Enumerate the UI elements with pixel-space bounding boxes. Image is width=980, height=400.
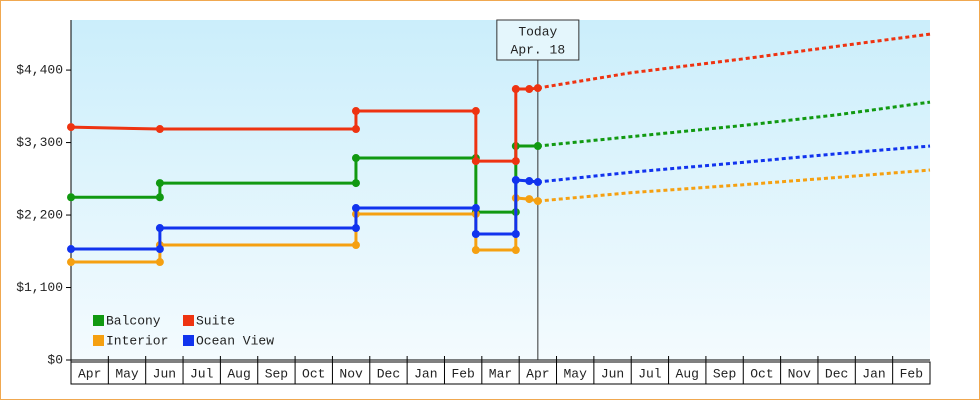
point xyxy=(525,177,534,186)
y-tick-label: $1,100 xyxy=(16,280,63,295)
y-tick-label: $2,200 xyxy=(16,207,63,222)
point xyxy=(67,123,75,132)
x-tick-label: Jul xyxy=(638,366,662,381)
point xyxy=(351,241,360,250)
forecast-line xyxy=(537,168,931,203)
plot-area xyxy=(71,20,930,360)
point xyxy=(471,157,480,166)
x-tick-label: May xyxy=(563,366,587,381)
point xyxy=(155,245,164,254)
x-tick-label: Sep xyxy=(265,366,288,381)
x-tick-label: Jan xyxy=(862,366,885,381)
point xyxy=(351,107,360,116)
point xyxy=(511,85,520,94)
x-tick-label: Oct xyxy=(302,366,325,381)
point xyxy=(155,179,164,188)
point xyxy=(471,107,480,116)
legend-label: Balcony xyxy=(106,313,161,328)
series-line xyxy=(70,86,539,163)
point xyxy=(511,176,520,185)
today-label: Today xyxy=(518,24,557,39)
point xyxy=(67,245,75,254)
point xyxy=(155,224,164,233)
y-tick-label: $3,300 xyxy=(16,135,63,150)
y-tick-label: $0 xyxy=(47,352,63,367)
point xyxy=(351,125,360,134)
x-tick-label: Nov xyxy=(339,366,363,381)
point xyxy=(533,197,542,206)
point xyxy=(533,84,542,93)
x-tick-label: Jan xyxy=(414,366,437,381)
today-box xyxy=(496,19,580,61)
legend-label: Suite xyxy=(196,313,235,328)
legend-swatch xyxy=(93,335,104,346)
point xyxy=(351,224,360,233)
legend-swatch xyxy=(183,335,194,346)
point xyxy=(511,157,520,166)
point xyxy=(155,125,164,134)
point xyxy=(67,193,75,202)
legend-label: Ocean View xyxy=(196,333,274,348)
legend-label: Interior xyxy=(106,333,168,348)
forecast-line xyxy=(537,32,931,90)
x-tick-label: Jun xyxy=(153,366,176,381)
x-tick-label: Dec xyxy=(377,366,400,381)
x-tick-label: Sep xyxy=(713,366,736,381)
x-tick-label: Feb xyxy=(900,366,923,381)
point xyxy=(471,230,480,239)
point xyxy=(525,195,534,204)
x-tick-label: Apr xyxy=(526,366,549,381)
point xyxy=(533,178,542,187)
x-tick-label: Dec xyxy=(825,366,848,381)
x-tick-label: Mar xyxy=(489,366,512,381)
point xyxy=(511,230,520,239)
forecast-line xyxy=(537,100,931,148)
point xyxy=(525,85,534,94)
x-tick-label: May xyxy=(115,366,139,381)
forecast-line xyxy=(537,144,931,184)
today-date: Apr. 18 xyxy=(511,42,566,57)
x-tick-label: Oct xyxy=(750,366,773,381)
point xyxy=(351,204,360,213)
x-tick-label: Aug xyxy=(676,366,699,381)
x-tick-label: Apr xyxy=(78,366,101,381)
point xyxy=(155,258,164,267)
point xyxy=(351,154,360,163)
legend-swatch xyxy=(93,315,104,326)
point xyxy=(471,204,480,213)
y-tick-label: $4,400 xyxy=(16,63,63,78)
point xyxy=(67,258,75,267)
x-tick-label: Jul xyxy=(190,366,214,381)
point xyxy=(351,179,360,188)
point xyxy=(155,193,164,202)
point xyxy=(471,246,480,255)
x-tick-label: Aug xyxy=(227,366,250,381)
point xyxy=(511,246,520,255)
x-tick-label: Nov xyxy=(788,366,812,381)
legend-swatch xyxy=(183,315,194,326)
point xyxy=(533,142,542,151)
x-tick-label: Feb xyxy=(451,366,474,381)
x-tick-label: Jun xyxy=(601,366,624,381)
